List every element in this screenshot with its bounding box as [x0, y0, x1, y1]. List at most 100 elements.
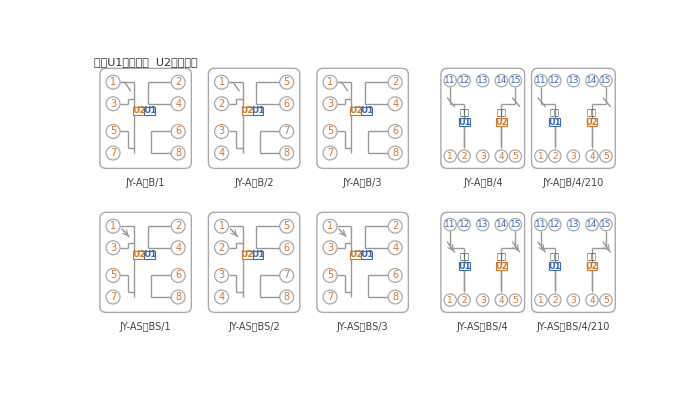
Circle shape: [323, 146, 337, 160]
Circle shape: [106, 241, 120, 255]
Text: 2: 2: [461, 152, 467, 161]
Text: 3: 3: [327, 243, 333, 253]
FancyBboxPatch shape: [253, 107, 263, 115]
Text: 4: 4: [589, 296, 595, 305]
Text: 2: 2: [392, 221, 398, 231]
Text: 5: 5: [512, 296, 518, 305]
Text: U2: U2: [349, 250, 363, 259]
Text: 7: 7: [327, 148, 333, 158]
FancyBboxPatch shape: [361, 251, 372, 258]
Text: 1: 1: [110, 77, 116, 87]
Text: 6: 6: [284, 99, 290, 109]
Circle shape: [172, 241, 185, 255]
Text: 3: 3: [480, 296, 486, 305]
Text: U1: U1: [458, 118, 470, 127]
Text: 7: 7: [110, 148, 116, 158]
Text: 启动: 启动: [496, 252, 506, 261]
Text: 8: 8: [392, 292, 398, 302]
Text: U1: U1: [360, 250, 373, 259]
Circle shape: [567, 74, 580, 87]
Text: 13: 13: [477, 220, 489, 229]
Circle shape: [389, 97, 402, 111]
Circle shape: [444, 294, 456, 306]
Text: 5: 5: [327, 270, 333, 281]
Circle shape: [280, 269, 294, 282]
Text: 2: 2: [218, 243, 225, 253]
FancyBboxPatch shape: [100, 212, 191, 312]
Text: 13: 13: [568, 220, 579, 229]
Text: 4: 4: [175, 243, 181, 253]
Circle shape: [444, 150, 456, 162]
Circle shape: [495, 294, 508, 306]
Text: 8: 8: [284, 148, 290, 158]
Text: 8: 8: [175, 148, 181, 158]
Text: 11: 11: [535, 220, 547, 229]
Circle shape: [535, 218, 547, 231]
Text: 5: 5: [327, 126, 333, 137]
Circle shape: [389, 124, 402, 138]
Circle shape: [172, 124, 185, 138]
Text: U1: U1: [143, 106, 156, 115]
Text: U1: U1: [360, 106, 373, 115]
Circle shape: [106, 269, 120, 282]
Circle shape: [549, 74, 561, 87]
FancyBboxPatch shape: [550, 262, 560, 270]
Circle shape: [509, 218, 522, 231]
Text: 电源: 电源: [550, 108, 560, 117]
Circle shape: [477, 150, 489, 162]
Text: 14: 14: [496, 220, 507, 229]
Text: 5: 5: [110, 126, 116, 137]
Text: 1: 1: [538, 296, 544, 305]
Text: JY-A，B/1: JY-A，B/1: [126, 178, 165, 188]
Circle shape: [215, 290, 228, 304]
Circle shape: [600, 218, 612, 231]
Text: U2: U2: [586, 118, 598, 127]
Text: 1: 1: [110, 221, 116, 231]
Circle shape: [600, 294, 612, 306]
FancyBboxPatch shape: [441, 68, 524, 169]
Text: 1: 1: [327, 221, 333, 231]
Circle shape: [172, 290, 185, 304]
Circle shape: [215, 75, 228, 89]
Circle shape: [215, 124, 228, 138]
Text: 11: 11: [444, 220, 456, 229]
Circle shape: [215, 241, 228, 255]
FancyBboxPatch shape: [317, 68, 408, 169]
FancyBboxPatch shape: [496, 262, 507, 270]
Text: 5: 5: [110, 270, 116, 281]
Text: 1: 1: [447, 296, 453, 305]
Text: 2: 2: [461, 296, 467, 305]
Circle shape: [495, 150, 508, 162]
Text: U1: U1: [143, 250, 156, 259]
FancyBboxPatch shape: [241, 107, 253, 115]
Circle shape: [106, 146, 120, 160]
Circle shape: [509, 74, 522, 87]
Text: 8: 8: [284, 292, 290, 302]
Circle shape: [389, 146, 402, 160]
Circle shape: [172, 146, 185, 160]
FancyBboxPatch shape: [458, 262, 470, 270]
Text: 4: 4: [498, 152, 504, 161]
Circle shape: [477, 218, 489, 231]
Circle shape: [549, 218, 561, 231]
Text: U2: U2: [586, 262, 598, 271]
Text: 15: 15: [600, 76, 612, 85]
Circle shape: [549, 150, 561, 162]
Text: U1: U1: [549, 118, 561, 127]
Text: 4: 4: [218, 292, 225, 302]
Text: 5: 5: [284, 221, 290, 231]
FancyBboxPatch shape: [133, 107, 144, 115]
Circle shape: [567, 150, 580, 162]
Text: 15: 15: [600, 220, 612, 229]
Circle shape: [323, 241, 337, 255]
FancyBboxPatch shape: [458, 118, 470, 126]
Text: JY-AS，BS/2: JY-AS，BS/2: [228, 321, 280, 332]
Text: 12: 12: [458, 220, 470, 229]
Circle shape: [323, 290, 337, 304]
Text: 2: 2: [552, 296, 558, 305]
Text: 7: 7: [327, 292, 333, 302]
Circle shape: [172, 97, 185, 111]
FancyBboxPatch shape: [209, 68, 300, 169]
Text: 13: 13: [568, 76, 579, 85]
Text: 11: 11: [535, 76, 547, 85]
